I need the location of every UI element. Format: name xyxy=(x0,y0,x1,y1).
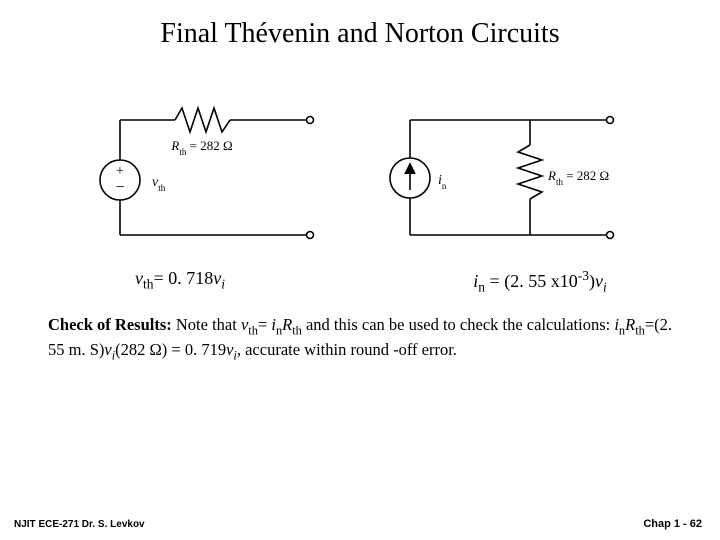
svg-text:vth: vth xyxy=(152,175,166,193)
svg-text:in: in xyxy=(438,173,447,191)
svg-text:Rth = 282 Ω: Rth = 282 Ω xyxy=(170,138,232,157)
footer-left: NJIT ECE-271 Dr. S. Levkov xyxy=(14,519,145,530)
thevenin-equation: vth= 0. 718vi xyxy=(60,268,300,296)
norton-circuit: in Rth = 282 Ω xyxy=(380,90,630,250)
norton-equation: in = (2. 55 x10-3)vi xyxy=(420,268,660,296)
thevenin-circuit: + − Rth = 282 Ω vth xyxy=(90,90,340,250)
equations-row: vth= 0. 718vi in = (2. 55 x10-3)vi xyxy=(0,268,720,296)
slide-title: Final Thévenin and Norton Circuits xyxy=(0,0,720,60)
circuits-row: + − Rth = 282 Ω vth xyxy=(0,90,720,250)
source-minus: − xyxy=(115,179,124,196)
check-of-results: Check of Results: Note that vth= inRth a… xyxy=(48,314,672,364)
source-plus: + xyxy=(116,164,124,179)
svg-text:Rth = 282 Ω: Rth = 282 Ω xyxy=(547,168,609,187)
footer-right: Chap 1 - 62 xyxy=(643,518,702,530)
